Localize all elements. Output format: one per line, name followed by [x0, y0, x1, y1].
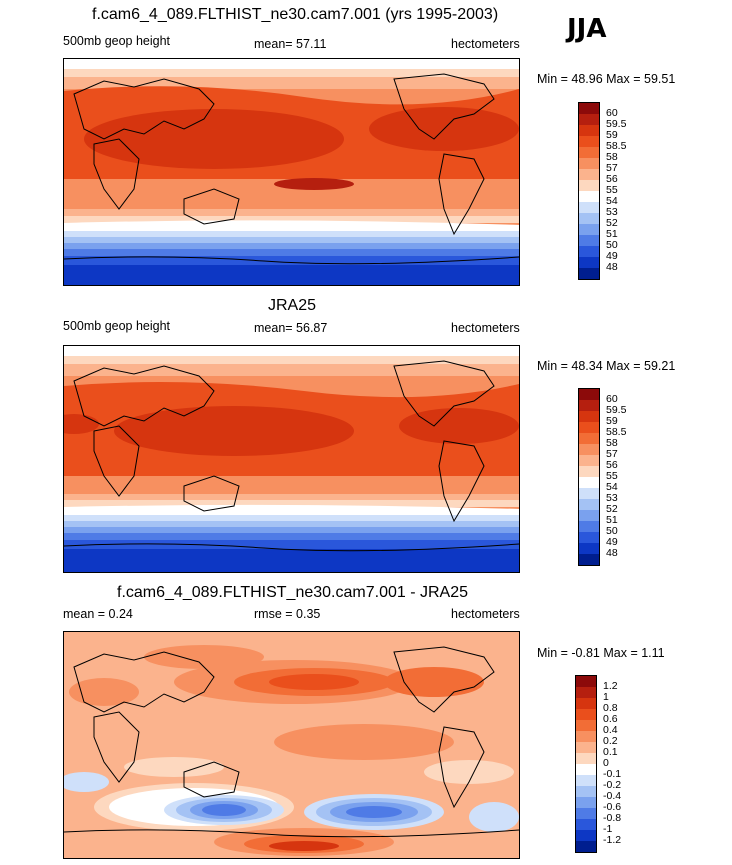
colorbar-tick-label: 0.6	[603, 713, 618, 725]
colorbar-tick-label: 59.5	[606, 404, 627, 416]
colorbar-tick-label: 0.1	[603, 746, 618, 758]
colorbar-tick-label: 55	[606, 184, 618, 196]
colorbar-tick-label: 50	[606, 525, 618, 537]
panel2-contour-field	[64, 346, 519, 572]
colorbar-tick-label: -0.1	[603, 768, 622, 780]
panel3-units-label: hectometers	[451, 607, 520, 621]
colorbar-tick-label: 56	[606, 459, 618, 471]
colorbar-tick-label: 60	[606, 393, 618, 405]
colorbar-tick-label: 57	[606, 162, 618, 174]
colorbar-tick-label: 58	[606, 437, 618, 449]
season-label: JJA	[567, 14, 607, 44]
colorbar-tick-label: 56	[606, 173, 618, 185]
panel1-minmax-label: Min = 48.96 Max = 59.51	[537, 72, 676, 86]
colorbar-tick-label: 0.8	[603, 702, 618, 714]
colorbar-tick-label: 55	[606, 470, 618, 482]
panel1-map	[63, 58, 520, 286]
colorbar-tick-label: 51	[606, 228, 618, 240]
colorbar-tick-label: 53	[606, 206, 618, 218]
panel2-variable-label: 500mb geop height	[63, 319, 171, 333]
colorbar-tick-label: 54	[606, 481, 618, 493]
colorbar-tick-label: 60	[606, 107, 618, 119]
colorbar-tick-label: 0.2	[603, 735, 618, 747]
panel1-variable-label: 500mb geop height	[63, 34, 171, 48]
colorbar-tick-label: 0	[603, 757, 609, 769]
colorbar-tick-label: 0.4	[603, 724, 618, 736]
colorbar-tick-label: 52	[606, 503, 618, 515]
colorbar-tick-label: 57	[606, 448, 618, 460]
colorbar-tick-label: 59.5	[606, 118, 627, 130]
colorbar-tick-label: -0.6	[603, 801, 622, 813]
panel3-contour-field	[64, 632, 519, 858]
panel1-mean-label: mean= 57.11	[254, 37, 327, 51]
colorbar-tick-label: -0.8	[603, 812, 622, 824]
colorbar-tick-label: 48	[606, 261, 618, 273]
panel3-colorbar-swatches	[575, 675, 597, 853]
panel3-map	[63, 631, 520, 859]
colorbar-tick-label: 54	[606, 195, 618, 207]
colorbar-tick-label: 58	[606, 151, 618, 163]
colorbar-tick-label: 52	[606, 217, 618, 229]
panel3-minmax-label: Min = -0.81 Max = 1.11	[537, 646, 665, 660]
colorbar-tick-label: 1.2	[603, 680, 618, 692]
panel3-mean-label: mean = 0.24	[63, 607, 133, 621]
colorbar-tick-label: 58.5	[606, 426, 627, 438]
colorbar-tick-label: 53	[606, 492, 618, 504]
panel1-title: f.cam6_4_089.FLTHIST_ne30.cam7.001 (yrs …	[92, 6, 499, 23]
colorbar-tick-label: -0.2	[603, 779, 622, 791]
colorbar-tick-label: 59	[606, 129, 618, 141]
colorbar-tick-label: 49	[606, 250, 618, 262]
colorbar-tick-label: -0.4	[603, 790, 622, 802]
panel2-colorbar-swatches	[578, 388, 600, 566]
colorbar-tick-label: 51	[606, 514, 618, 526]
panel1-units-label: hectometers	[451, 37, 520, 51]
panel3-title: f.cam6_4_089.FLTHIST_ne30.cam7.001 - JRA…	[117, 584, 468, 601]
panel1-contour-field	[64, 59, 519, 285]
colorbar-tick-label: 59	[606, 415, 618, 427]
colorbar-tick-label: -1.2	[603, 834, 622, 846]
panel1-colorbar-swatches	[578, 102, 600, 280]
colorbar-tick-label: 48	[606, 547, 618, 559]
colorbar-tick-label: -1	[603, 823, 613, 835]
panel2-units-label: hectometers	[451, 321, 520, 335]
panel2-map	[63, 345, 520, 573]
panel2-mean-label: mean= 56.87	[254, 321, 328, 335]
panel3-rmse-label: rmse = 0.35	[254, 607, 321, 621]
colorbar-tick-label: 58.5	[606, 140, 627, 152]
colorbar-tick-label: 50	[606, 239, 618, 251]
panel2-minmax-label: Min = 48.34 Max = 59.21	[537, 359, 676, 373]
colorbar-tick-label: 1	[603, 691, 609, 703]
panel2-title: JRA25	[268, 297, 317, 314]
colorbar-tick-label: 49	[606, 536, 618, 548]
